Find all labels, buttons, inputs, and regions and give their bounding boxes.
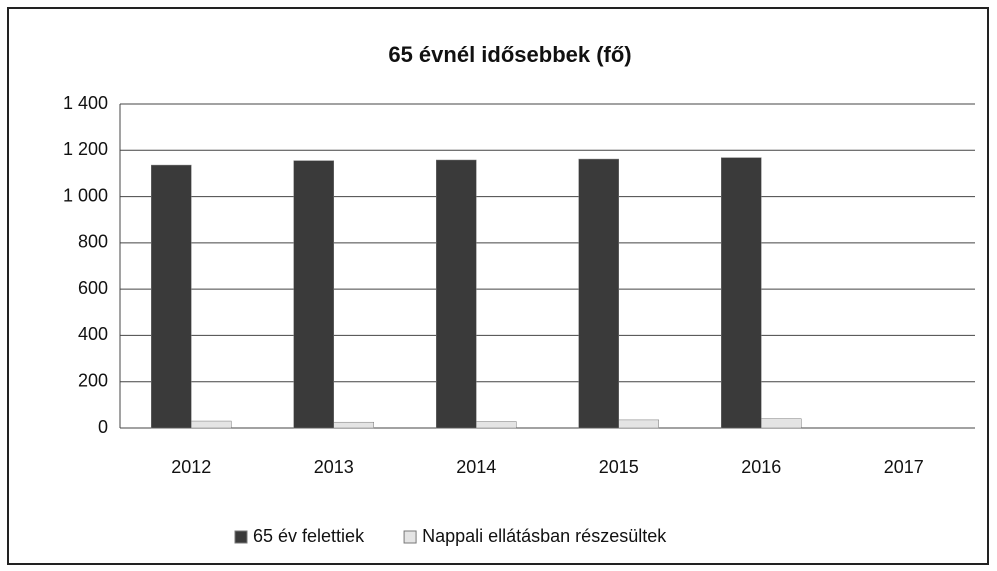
y-tick-label: 1 000 — [63, 185, 108, 205]
legend-swatch — [403, 530, 417, 544]
bar — [293, 160, 334, 429]
bar — [151, 164, 192, 429]
bar — [721, 157, 762, 429]
y-tick-label: 600 — [78, 278, 108, 298]
bar — [191, 420, 232, 429]
chart-title: 65 évnél idősebbek (fő) — [388, 42, 631, 67]
bar — [333, 421, 374, 429]
legend-swatch — [234, 530, 248, 544]
y-tick-label: 0 — [98, 417, 108, 437]
y-tick-label: 200 — [78, 370, 108, 390]
x-tick-label: 2014 — [456, 457, 496, 477]
x-tick-label: 2015 — [599, 457, 639, 477]
legend-label: 65 év felettiek — [253, 526, 365, 546]
x-tick-label: 2017 — [884, 457, 924, 477]
bar — [618, 419, 659, 429]
y-tick-label: 400 — [78, 324, 108, 344]
bar — [578, 158, 619, 429]
y-tick-label: 1 200 — [63, 139, 108, 159]
x-tick-label: 2016 — [741, 457, 781, 477]
x-tick-label: 2013 — [314, 457, 354, 477]
y-tick-label: 1 400 — [63, 93, 108, 113]
bar — [761, 418, 802, 429]
y-tick-label: 800 — [78, 232, 108, 252]
legend-label: Nappali ellátásban részesültek — [422, 526, 667, 546]
bar — [476, 421, 517, 429]
bar — [436, 159, 477, 429]
x-tick-label: 2012 — [171, 457, 211, 477]
